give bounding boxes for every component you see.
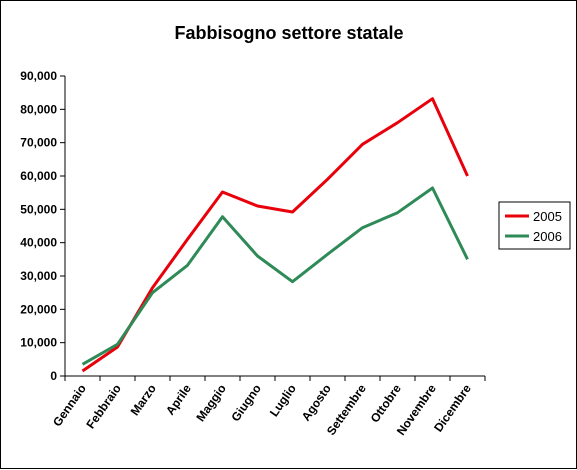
x-tick-label: Aprile: [163, 381, 194, 417]
x-tick-label: Febbraio: [83, 382, 124, 432]
y-tick-label: 20,000: [20, 302, 57, 316]
y-axis: 0 10,000 20,000 30,000 40,000 50,000 60,000 70,…: [20, 69, 66, 383]
series-group: [81, 97, 469, 373]
x-tick-label: Maggio: [193, 382, 229, 424]
legend-label-2005: 2005: [533, 209, 562, 224]
series-line-2005: [81, 97, 469, 373]
legend-box: [498, 201, 571, 250]
y-tick-label: 70,000: [20, 136, 57, 150]
y-tick-label: 90,000: [20, 69, 57, 83]
x-tick-label: Luglio: [267, 382, 299, 420]
y-tick-label: 40,000: [20, 236, 57, 250]
x-tick-label: Marzo: [128, 382, 159, 418]
chart-title: Fabbisogno settore statale: [174, 23, 403, 43]
x-tick-label: Ottobre: [368, 381, 405, 425]
y-tick-label: 0: [50, 369, 57, 383]
series-line-2006: [81, 186, 469, 366]
x-tick-label: Agosto: [299, 382, 334, 424]
legend: 2005 2006: [498, 201, 571, 250]
y-tick-label: 80,000: [20, 102, 57, 116]
y-tick-label: 10,000: [20, 336, 57, 350]
y-tick-label: 50,000: [20, 202, 57, 216]
legend-label-2006: 2006: [533, 229, 562, 244]
x-tick-label: Giugno: [228, 382, 264, 424]
y-tick-label: 30,000: [20, 269, 57, 283]
y-tick-label: 60,000: [20, 169, 57, 183]
